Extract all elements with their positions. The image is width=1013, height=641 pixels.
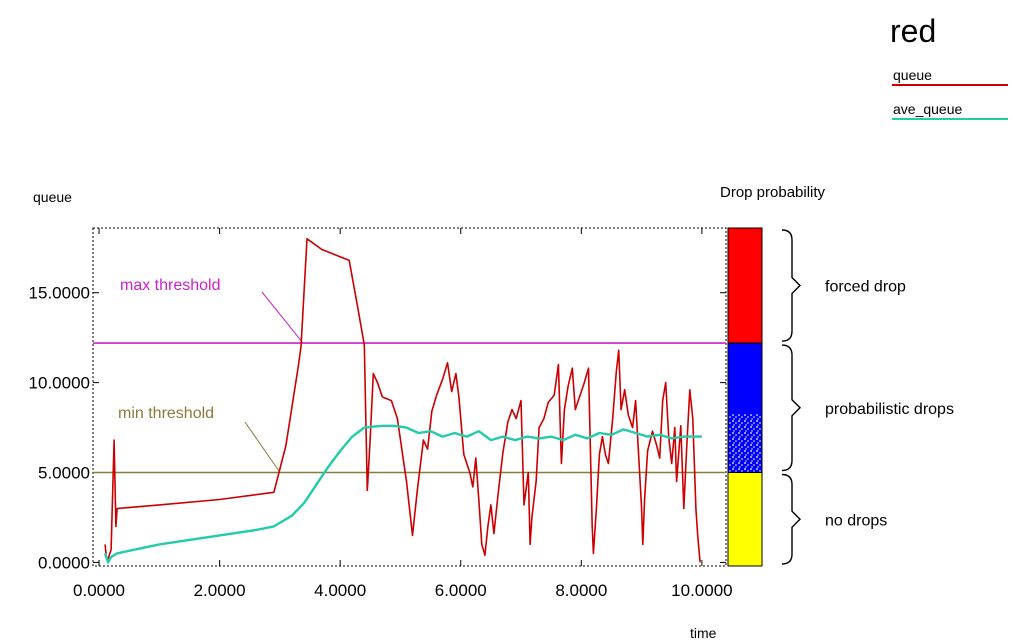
drop-band: [727, 472, 763, 567]
threshold-lines: max threshold min threshold: [93, 277, 726, 474]
threshold-label: min threshold: [118, 405, 214, 422]
chart-title: red: [890, 13, 936, 49]
axis-ticks: 0.0000 2.0000 4.0000 6.0000 8.0000 10.0000 0.0…: [29, 228, 733, 600]
threshold-label: max threshold: [120, 277, 221, 294]
legend-label: ave_queue: [893, 101, 963, 117]
drop-band-brace: [781, 229, 801, 342]
x-tick-label: 2.0000: [194, 581, 246, 600]
drop-band-brace: [781, 473, 801, 565]
threshold-pointer: [244, 421, 281, 473]
y-tick-label: 10.0000: [29, 374, 90, 393]
y-axis-label: queue: [33, 189, 72, 205]
drop-band-label: probabilistic drops: [825, 401, 954, 418]
x-axis-label: time: [690, 625, 717, 641]
drop-probability-bar: forced drop probabilistic drops no drops: [727, 227, 954, 567]
legend-label: queue: [893, 67, 932, 83]
series-lines: [103, 238, 702, 564]
plot-frame: [92, 227, 727, 567]
series-line-queue: [104, 238, 701, 563]
x-tick-label: 10.0000: [671, 581, 732, 600]
drop-band-speckle: [729, 414, 761, 472]
y-tick-label: 5.0000: [38, 464, 90, 483]
series-line-ave-queue: [103, 424, 702, 564]
threshold-pointer: [261, 291, 304, 344]
drop-band: [727, 227, 763, 344]
x-tick-label: 4.0000: [314, 581, 366, 600]
drop-band-label: no drops: [825, 512, 887, 529]
x-tick-label: 6.0000: [435, 581, 487, 600]
drop-probability-title: Drop probability: [720, 184, 826, 201]
drop-band-brace: [781, 344, 801, 472]
x-tick-label: 0.0000: [73, 581, 125, 600]
legend: queue ave_queue: [892, 67, 1008, 120]
drop-band-label: forced drop: [825, 279, 906, 296]
y-tick-label: 0.0000: [38, 553, 90, 572]
y-tick-label: 15.0000: [29, 284, 90, 303]
x-tick-label: 8.0000: [555, 581, 607, 600]
